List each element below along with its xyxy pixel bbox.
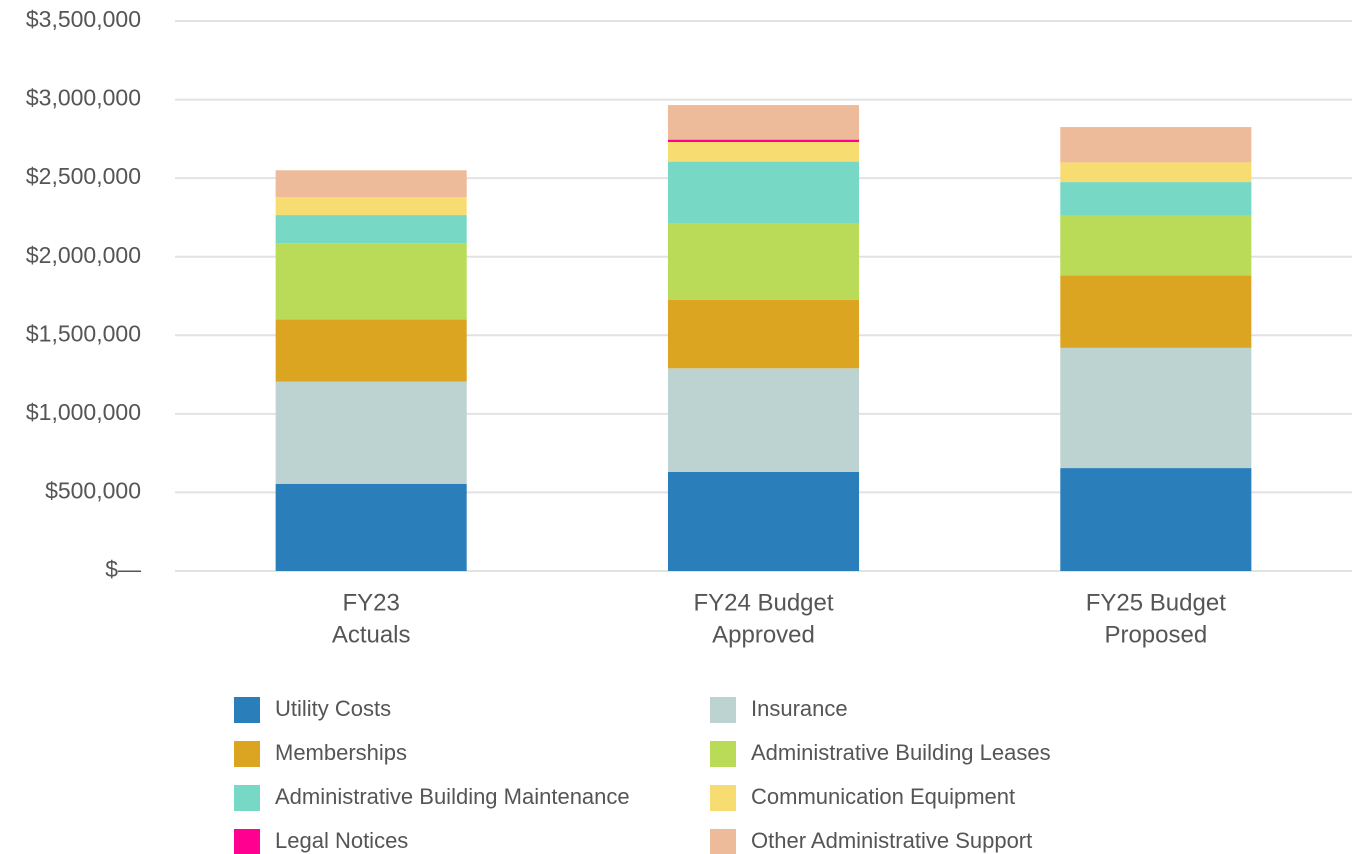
bar-segment [275,381,467,484]
legend-swatch [234,829,260,854]
bar-segment [667,299,860,369]
bar-segment [275,243,467,320]
y-tick-label: $1,500,000 [26,320,141,346]
bar-segment [667,223,860,300]
legend-swatch [710,697,736,723]
legend-label: Administrative Building Maintenance [275,784,630,809]
bar-segment [667,105,860,140]
legend-label: Communication Equipment [751,784,1015,809]
bar-segment [1060,182,1252,216]
y-tick-label: $3,000,000 [26,85,141,111]
bar-segment [275,319,467,382]
legend-swatch [710,785,736,811]
legend-label: Other Administrative Support [751,828,1032,853]
x-tick-label: Proposed [1104,621,1207,648]
bar-segment [1060,162,1252,183]
x-tick-label: FY23 [342,589,399,616]
legend-label: Administrative Building Leases [751,740,1051,765]
y-tick-label: $3,500,000 [26,6,141,32]
bar-segment [1060,215,1252,276]
legend-label: Legal Notices [275,828,408,853]
x-tick-label: FY25 Budget [1086,589,1226,616]
bar-segment [1060,468,1252,571]
legend-label: Insurance [751,696,848,721]
legend-swatch [710,829,736,854]
bar-segment [667,142,860,162]
legend-label: Memberships [275,740,407,765]
y-tick-label: $— [105,556,141,582]
bar-segment [275,197,467,216]
y-tick-label: $500,000 [45,478,141,504]
y-tick-label: $1,000,000 [26,399,141,425]
bar-segment [1060,127,1252,163]
y-tick-label: $2,500,000 [26,163,141,189]
x-tick-label: FY24 Budget [693,589,833,616]
bar-segment [667,368,860,472]
legend-label: Utility Costs [275,696,391,721]
legend-swatch [234,741,260,767]
legend-swatch [710,741,736,767]
bar-segment [275,170,467,197]
y-tick-label: $2,000,000 [26,242,141,268]
bar-segment [667,472,860,571]
bar-segment [667,161,860,224]
bar-segment [1060,347,1252,469]
x-tick-label: Actuals [332,621,411,648]
bar-segment [275,215,467,244]
bar-segment [1060,275,1252,348]
bar-segment [275,483,467,571]
bar-segment [667,139,860,142]
x-tick-label: Approved [712,621,815,648]
legend-swatch [234,697,260,723]
legend-swatch [234,785,260,811]
